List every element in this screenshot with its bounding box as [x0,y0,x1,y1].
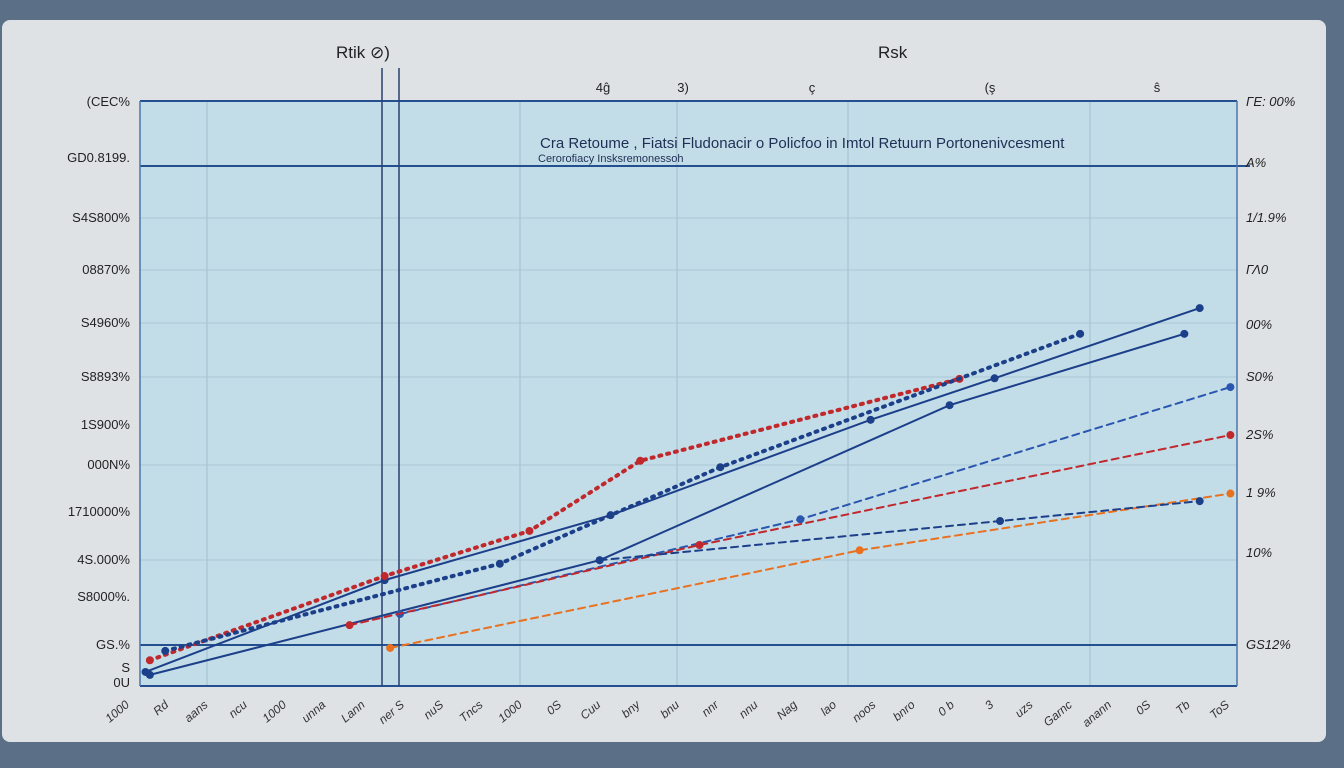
x-tick-label: Cuu [577,697,603,722]
x-tick-label: nnu [736,697,761,721]
x-tick-label: 0 b [935,697,957,719]
data-point [1226,431,1235,440]
y-tick-label-left: (CEC% [87,94,131,109]
data-point [990,374,999,383]
y-tick-label-right: S0% [1246,369,1273,384]
data-point [380,572,389,581]
y-tick-label-left: S4S800% [72,210,130,225]
x-tick-label: nnr [699,697,722,720]
x-tick-label: uzs [1012,698,1035,721]
x-tick-label: 0S [1133,698,1153,718]
data-point [386,643,395,652]
x-tick-label-top: ç [809,80,816,95]
y-tick-label-right: 10% [1246,545,1272,560]
x-tick-label: 1000 [260,697,290,725]
data-point [695,541,704,550]
x-tick-label: Lann [338,697,368,725]
y-tick-label-right: ΓE: 00% [1246,94,1295,109]
data-point [345,621,354,630]
data-point [145,656,154,665]
x-tick-label: Nag [774,697,800,722]
data-point [855,546,864,555]
y-tick-label-left: 1710000% [68,504,131,519]
y-tick-label-left: 000N% [87,457,130,472]
x-tick-label: noos [849,698,878,725]
y-tick-label-right: GS12% [1246,637,1291,652]
plot-area [140,101,1237,686]
x-tick-label: bnro [890,697,918,723]
x-tick-label: ncu [226,697,250,720]
x-tick-label-top: ŝ [1154,80,1161,95]
x-tick-label: anann [1080,697,1115,729]
x-tick-label: Rd [150,697,171,718]
y-tick-label-right: 00% [1246,317,1272,332]
data-point [1195,497,1204,506]
y-tick-label-left: 4S.000% [77,552,130,567]
series-line-3 [163,331,1083,653]
y-tick-label-right: 1/1.9% [1246,210,1286,225]
y-tick-label-right: 2S% [1245,427,1273,442]
data-point [716,463,725,472]
data-point [636,456,645,465]
data-point [796,515,805,524]
x-tick-label-top: (ş [985,80,996,95]
x-tick-label: aans [182,698,211,725]
data-point [945,401,954,410]
y-tick-label-left: GS.% [96,637,130,652]
data-point [161,646,170,655]
x-tick-label: 1000 [495,697,525,725]
data-point [595,556,604,565]
x-tick-label: Tb [1173,697,1193,717]
y-tick-label-right: 1 9% [1246,485,1276,500]
data-point [996,517,1005,526]
data-point [1226,489,1235,498]
top-label-2: Rsk [878,43,908,62]
y-tick-label-left: 0U [113,675,130,690]
y-tick-label-left: GD0.8199. [67,150,130,165]
x-tick-label-top: 3) [677,80,689,95]
x-tick-label: lao [818,697,840,718]
chart-subtitle: Cerorofiacy Insksremonessoh [538,153,684,165]
data-point [145,670,154,679]
data-point [1076,329,1085,338]
y-tick-label-left: S8000%. [77,589,130,604]
top-label-1: Rtik ⊘) [336,43,390,62]
y-tick-label-right: A% [1245,155,1266,170]
y-tick-label-right: ΓΛ0 [1246,262,1269,277]
y-tick-label-left: S [121,660,130,675]
x-tick-label: 1000 [102,697,132,725]
series-line-4 [148,332,1186,676]
x-tick-label: 3 [982,697,996,712]
data-point [1195,304,1204,313]
x-tick-label: 0S [544,698,564,718]
chart-title: Cra Retoume , Fiatsi Fludonacir o Policf… [540,135,1065,152]
data-point [525,526,534,535]
y-tick-label-left: 08870% [82,262,130,277]
series-line-1 [144,307,1201,673]
x-tick-label: ner S [376,698,407,727]
x-tick-label: Garnc [1041,698,1075,730]
x-tick-label: ToS [1207,698,1232,722]
data-point [1180,329,1189,338]
y-tick-label-left: 1S900% [81,417,131,432]
x-tick-label: bnu [658,697,683,721]
x-tick-label: bny [619,697,644,721]
data-point [1226,383,1235,392]
x-tick-label: nuS [421,698,446,722]
y-tick-label-left: S8893% [81,369,131,384]
x-tick-label: Tncs [457,698,486,725]
data-point [495,559,504,568]
x-tick-label: unna [299,697,329,725]
y-tick-label-left: S4960% [81,315,131,330]
data-point [866,415,875,424]
x-tick-label-top: 4ĝ [596,80,610,95]
